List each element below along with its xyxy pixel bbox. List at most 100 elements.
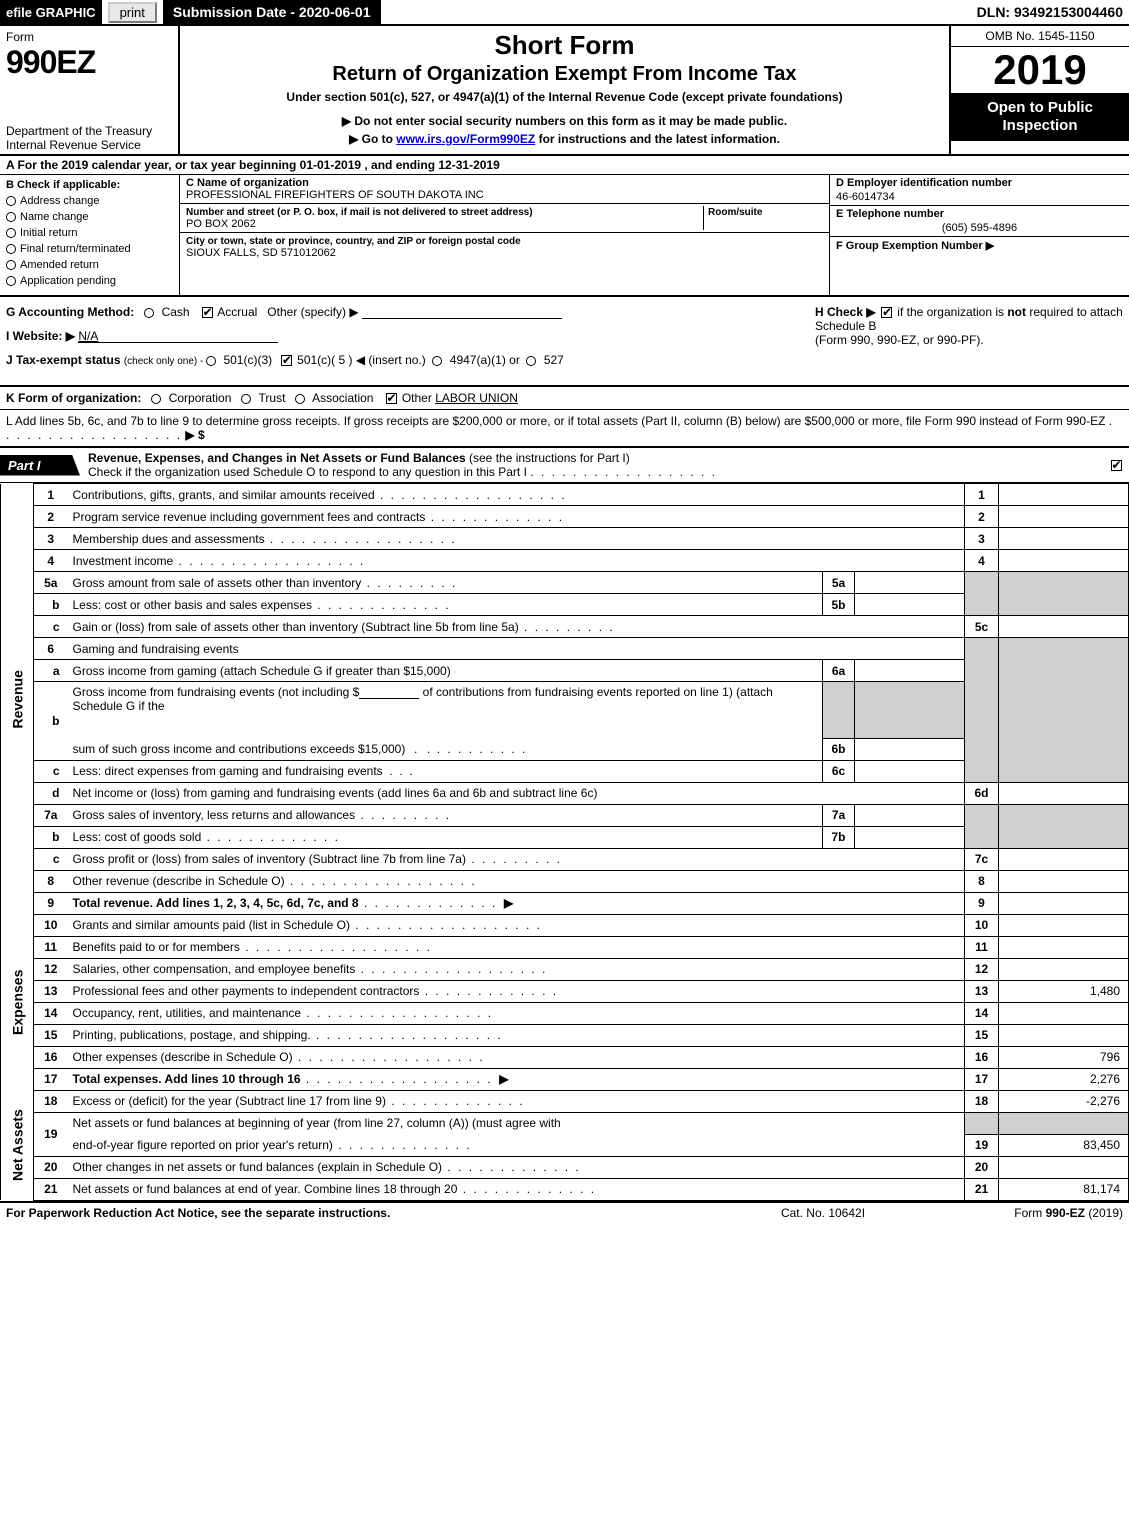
ln-7c-val [999,848,1129,870]
ln-2-num: 2 [34,506,68,528]
footer-cat-no: Cat. No. 10642I [723,1206,923,1220]
column-c-org-info: C Name of organization PROFESSIONAL FIRE… [180,175,829,295]
ln-6b-minival [855,738,965,760]
goto-suffix: for instructions and the latest informat… [539,132,780,146]
ln-8-val [999,870,1129,892]
row-13: 13 Professional fees and other payments … [1,980,1129,1002]
g-accrual-label: Accrual [217,305,257,319]
check-application-pending[interactable]: Application pending [6,275,173,287]
row-7a: 7a Gross sales of inventory, less return… [1,804,1129,826]
page-footer: For Paperwork Reduction Act Notice, see … [0,1201,1129,1223]
radio-corporation[interactable] [151,394,161,404]
ln-20-desc: Other changes in net assets or fund bala… [68,1156,965,1178]
ein-label: D Employer identification number [836,177,1012,189]
i-label: I Website: ▶ [6,329,75,343]
ln-5b-minival [855,594,965,616]
row-1: Revenue 1 Contributions, gifts, grants, … [1,484,1129,506]
check-address-change[interactable]: Address change [6,195,173,207]
ln-5a-num: 5a [34,572,68,594]
ln-6c-minival [855,760,965,782]
street-cell: Number and street (or P. O. box, if mail… [186,206,703,230]
ln-10-desc: Grants and similar amounts paid (list in… [68,914,965,936]
h-label: H Check ▶ [815,305,876,319]
row-2: 2 Program service revenue including gove… [1,506,1129,528]
radio-501c3[interactable] [206,356,216,366]
radio-4947[interactable] [432,356,442,366]
row-6c: c Less: direct expenses from gaming and … [1,760,1129,782]
ln-13-num: 13 [34,980,68,1002]
row-5c: c Gain or (loss) from sale of assets oth… [1,616,1129,638]
h-text3: (Form 990, 990-EZ, or 990-PF). [815,333,984,347]
opt-final-return: Final return/terminated [20,243,131,255]
ln-10-col: 10 [965,914,999,936]
ln-12-desc: Salaries, other compensation, and employ… [68,958,965,980]
check-initial-return[interactable]: Initial return [6,227,173,239]
ln-5c-num: c [34,616,68,638]
l-text: L Add lines 5b, 6c, and 7b to line 9 to … [6,414,1105,428]
city-value: SIOUX FALLS, SD 571012062 [186,247,336,259]
g-other-field[interactable] [362,305,562,319]
k-corporation: Corporation [169,391,232,405]
print-button-wrap: print [102,0,163,24]
ln-12-col: 12 [965,958,999,980]
ln-4-num: 4 [34,550,68,572]
main-title: Return of Organization Exempt From Incom… [188,63,941,86]
ln-7c-col: 7c [965,848,999,870]
print-button[interactable]: print [108,2,157,23]
check-amended-return[interactable]: Amended return [6,259,173,271]
ln-6-desc: Gaming and fundraising events [68,638,965,660]
checkbox-schedule-b[interactable] [881,307,892,318]
org-name-cell: C Name of organization PROFESSIONAL FIRE… [180,175,829,204]
ln-19-shade-lbl [965,1112,999,1134]
ln-9-num: 9 [34,892,68,914]
check-final-return[interactable]: Final return/terminated [6,243,173,255]
checkbox-schedule-o-part1[interactable] [1111,460,1122,471]
side-label-revenue: Revenue [1,484,34,915]
ln-16-col: 16 [965,1046,999,1068]
j-4947-label: 4947(a)(1) or [450,353,520,367]
row-5a: 5a Gross amount from sale of assets othe… [1,572,1129,594]
ln-19-val: 83,450 [999,1134,1129,1156]
ln-14-desc: Occupancy, rent, utilities, and maintena… [68,1002,965,1024]
ln-5b-mini: 5b [823,594,855,616]
radio-association[interactable] [295,394,305,404]
ghij-left: G Accounting Method: Cash Accrual Other … [0,297,809,385]
ln-6a-desc: Gross income from gaming (attach Schedul… [68,660,823,682]
ln-9-col: 9 [965,892,999,914]
submission-date-label: Submission Date - 2020-06-01 [163,0,381,24]
radio-cash[interactable] [144,308,154,318]
radio-527[interactable] [526,356,536,366]
group-exemption-label: F Group Exemption Number ▶ [836,240,994,252]
radio-trust[interactable] [241,394,251,404]
row-16: 16 Other expenses (describe in Schedule … [1,1046,1129,1068]
city-label: City or town, state or province, country… [186,236,521,247]
g-cash-label: Cash [162,305,190,319]
ln-21-col: 21 [965,1178,999,1200]
short-form-title: Short Form [188,30,941,61]
ln-6b-num: b [34,682,68,761]
ln-6b-amount-field[interactable] [359,685,419,699]
header-right: OMB No. 1545-1150 2019 Open to Public In… [949,26,1129,154]
side-label-netassets: Net Assets [1,1090,34,1200]
ln-4-col: 4 [965,550,999,572]
row-5b: b Less: cost or other basis and sales ex… [1,594,1129,616]
group-exemption-cell: F Group Exemption Number ▶ [830,237,1129,254]
ln-7c-desc: Gross profit or (loss) from sales of inv… [68,848,965,870]
row-9: 9 Total revenue. Add lines 1, 2, 3, 4, 5… [1,892,1129,914]
street-label: Number and street (or P. O. box, if mail… [186,207,533,218]
telephone-cell: E Telephone number (605) 595-4896 [830,206,1129,237]
side-label-expenses: Expenses [1,914,34,1090]
irs-link[interactable]: www.irs.gov/Form990EZ [396,132,535,146]
form-number: 990EZ [6,44,95,80]
website-field: N/A [78,329,278,343]
ln-8-desc: Other revenue (describe in Schedule O) [68,870,965,892]
ln-20-num: 20 [34,1156,68,1178]
checkbox-other-org[interactable] [386,393,397,404]
checkbox-501c[interactable] [281,355,292,366]
ln-7-shade-val [999,804,1129,848]
ln-21-desc: Net assets or fund balances at end of ye… [68,1178,965,1200]
ln-19-desc2: end-of-year figure reported on prior yea… [68,1134,965,1156]
ln-5a-minival [855,572,965,594]
check-name-change[interactable]: Name change [6,211,173,223]
checkbox-accrual[interactable] [202,307,213,318]
